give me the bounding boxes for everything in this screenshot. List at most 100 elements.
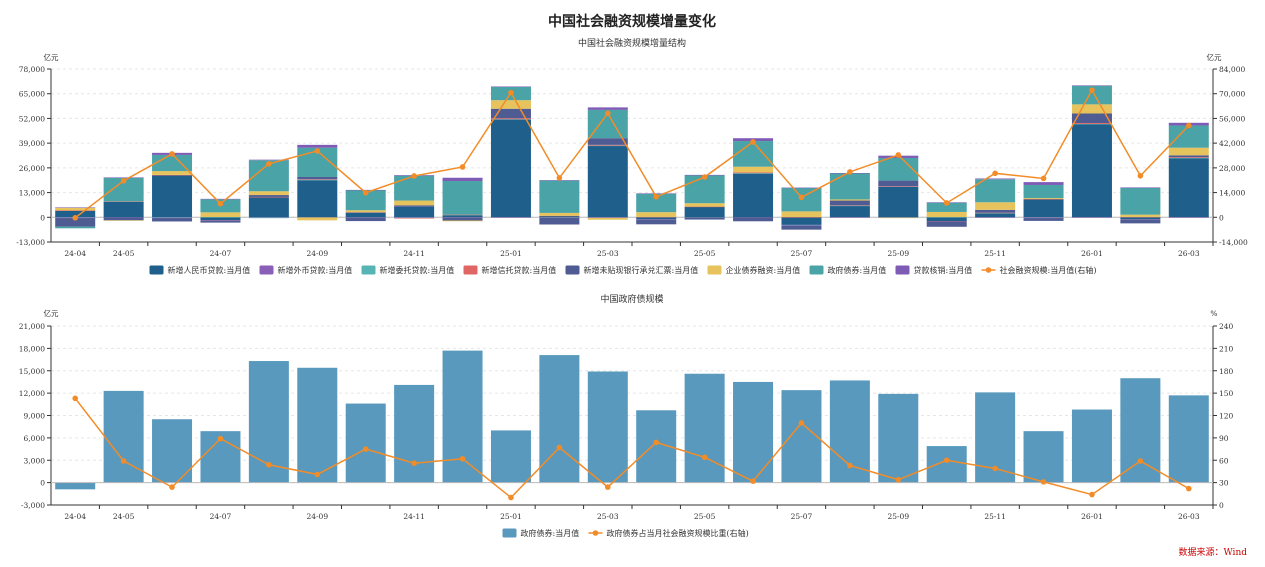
tsf-point bbox=[72, 215, 79, 221]
stack-segment-entrusted_loans bbox=[975, 213, 1016, 214]
stack-segment-fx_loans bbox=[442, 217, 483, 218]
stack-segment-bank_acceptance bbox=[152, 218, 193, 222]
ratio-point bbox=[459, 455, 466, 462]
bottom-xtick-label: 25-11 bbox=[984, 512, 1006, 521]
bottom-ytick-label: 12,000 bbox=[19, 389, 45, 398]
stack-segment-trust_loans bbox=[394, 218, 435, 219]
gov-bond-bar bbox=[539, 355, 580, 483]
stack-segment-bank_acceptance bbox=[394, 205, 435, 207]
tsf-point bbox=[701, 174, 708, 180]
top-y2tick-label: -14,000 bbox=[1219, 238, 1248, 247]
stack-segment-trust_loans bbox=[1071, 122, 1112, 124]
stack-segment-loan_writeoff bbox=[490, 86, 531, 87]
bottom-y2tick-label: 60 bbox=[1219, 456, 1229, 465]
stack-segment-bank_acceptance bbox=[1120, 219, 1161, 224]
stack-segment-bank_acceptance bbox=[781, 225, 822, 230]
stack-segment-loan_writeoff bbox=[587, 107, 628, 110]
stack-segment-bank_acceptance bbox=[297, 176, 338, 180]
stack-segment-bank_acceptance bbox=[200, 220, 241, 223]
stack-segment-rmb_loans bbox=[878, 186, 919, 218]
stack-segment-corp_bonds bbox=[248, 191, 289, 196]
stack-segment-rmb_loans bbox=[781, 217, 822, 225]
stack-segment-gov_bonds bbox=[442, 180, 483, 215]
top-xtick-label: 24-11 bbox=[403, 249, 425, 258]
legend-label: 新增委托贷款:当月值 bbox=[380, 265, 455, 275]
stack-segment-trust_loans bbox=[636, 216, 677, 218]
tsf-point bbox=[895, 152, 902, 158]
top-y2tick-label: 0 bbox=[1219, 213, 1224, 222]
stack-segment-corp_bonds bbox=[345, 210, 386, 213]
legend-label: 企业债券融资:当月值 bbox=[726, 265, 801, 275]
gov-bond-bar bbox=[55, 482, 96, 490]
stack-segment-loan_writeoff bbox=[55, 207, 96, 208]
gov-bond-bar bbox=[926, 446, 967, 483]
top-y2tick-label: 70,000 bbox=[1219, 90, 1245, 99]
tsf-point bbox=[314, 148, 321, 154]
stack-segment-gov_bonds bbox=[394, 175, 435, 201]
gov-bond-bar bbox=[152, 419, 193, 483]
stack-segment-fx_loans bbox=[636, 219, 677, 220]
stack-segment-gov_bonds bbox=[1120, 188, 1161, 215]
stack-segment-trust_loans bbox=[490, 118, 531, 120]
top-xtick-label: 25-01 bbox=[500, 249, 522, 258]
tsf-point bbox=[362, 189, 369, 196]
bottom-y2tick-label: 90 bbox=[1219, 434, 1229, 443]
ratio-point bbox=[266, 461, 272, 468]
bottom-xtick-label: 24-05 bbox=[113, 512, 135, 521]
stack-segment-rmb_loans bbox=[636, 217, 677, 220]
stack-segment-corp_bonds bbox=[490, 100, 531, 109]
ratio-point bbox=[1089, 491, 1095, 498]
bottom-xtick-label: 25-07 bbox=[791, 512, 813, 521]
gov-bond-bar bbox=[587, 371, 628, 483]
ratio-point bbox=[508, 494, 514, 501]
legend-label: 社会融资规模:当月值(右轴) bbox=[1000, 265, 1097, 275]
top-ytick-label: 13,000 bbox=[19, 189, 45, 198]
legend-label: 新增未贴现银行承兑汇票:当月值 bbox=[584, 265, 699, 275]
stack-segment-fx_loans bbox=[829, 217, 870, 218]
bottom-xtick-label: 24-04 bbox=[64, 512, 86, 521]
legend-label: 政府债券:当月值 bbox=[521, 528, 580, 538]
stack-segment-entrusted_loans bbox=[1071, 123, 1112, 125]
legend-label: 新增外币贷款:当月值 bbox=[278, 265, 353, 275]
stack-segment-gov_bonds bbox=[733, 141, 774, 167]
stack-segment-corp_bonds bbox=[1120, 214, 1161, 217]
gov-bond-bar bbox=[1168, 395, 1209, 483]
stack-segment-trust_loans bbox=[55, 210, 96, 211]
tsf-point bbox=[556, 175, 563, 181]
stack-segment-fx_loans bbox=[490, 217, 531, 218]
tsf-point bbox=[120, 177, 127, 184]
tsf-point bbox=[992, 170, 998, 177]
ratio-point bbox=[120, 458, 127, 464]
bottom-xtick-label: 24-07 bbox=[210, 512, 232, 521]
stack-segment-rmb_loans bbox=[975, 213, 1016, 218]
stack-segment-corp_bonds bbox=[103, 220, 144, 221]
stack-segment-rmb_loans bbox=[587, 145, 628, 218]
ratio-point bbox=[1137, 458, 1144, 464]
stack-segment-corp_bonds bbox=[926, 211, 967, 218]
stack-segment-gov_bonds bbox=[1168, 125, 1209, 148]
stack-segment-fx_loans bbox=[975, 217, 1016, 218]
stack-segment-rmb_loans bbox=[1023, 199, 1064, 218]
stack-segment-gov_bonds bbox=[684, 175, 725, 204]
stack-segment-trust_loans bbox=[975, 212, 1016, 214]
stack-segment-entrusted_loans bbox=[442, 215, 483, 216]
stack-segment-corp_bonds bbox=[442, 220, 483, 222]
bottom-ytick-label: 15,000 bbox=[19, 367, 45, 376]
bottom-y2tick-label: 180 bbox=[1219, 367, 1234, 376]
stack-segment-rmb_loans bbox=[152, 175, 193, 218]
tsf-point bbox=[411, 173, 417, 179]
stack-segment-entrusted_loans bbox=[781, 225, 822, 226]
stack-segment-corp_bonds bbox=[878, 217, 919, 219]
tsf-point bbox=[266, 160, 272, 167]
stack-segment-fx_loans bbox=[1120, 219, 1161, 220]
top-y2tick-label: 42,000 bbox=[1219, 139, 1245, 148]
stack-segment-loan_writeoff bbox=[1071, 85, 1112, 86]
stack-segment-corp_bonds bbox=[684, 203, 725, 207]
ratio-point bbox=[1185, 485, 1192, 492]
top-xtick-label: 25-11 bbox=[984, 249, 1006, 258]
bottom-xtick-label: 25-05 bbox=[694, 512, 716, 521]
top-y2tick-label: 56,000 bbox=[1219, 114, 1245, 123]
stack-segment-bank_acceptance bbox=[345, 217, 386, 222]
stack-segment-bank_acceptance bbox=[975, 209, 1016, 213]
top-xtick-label: 25-05 bbox=[694, 249, 716, 258]
